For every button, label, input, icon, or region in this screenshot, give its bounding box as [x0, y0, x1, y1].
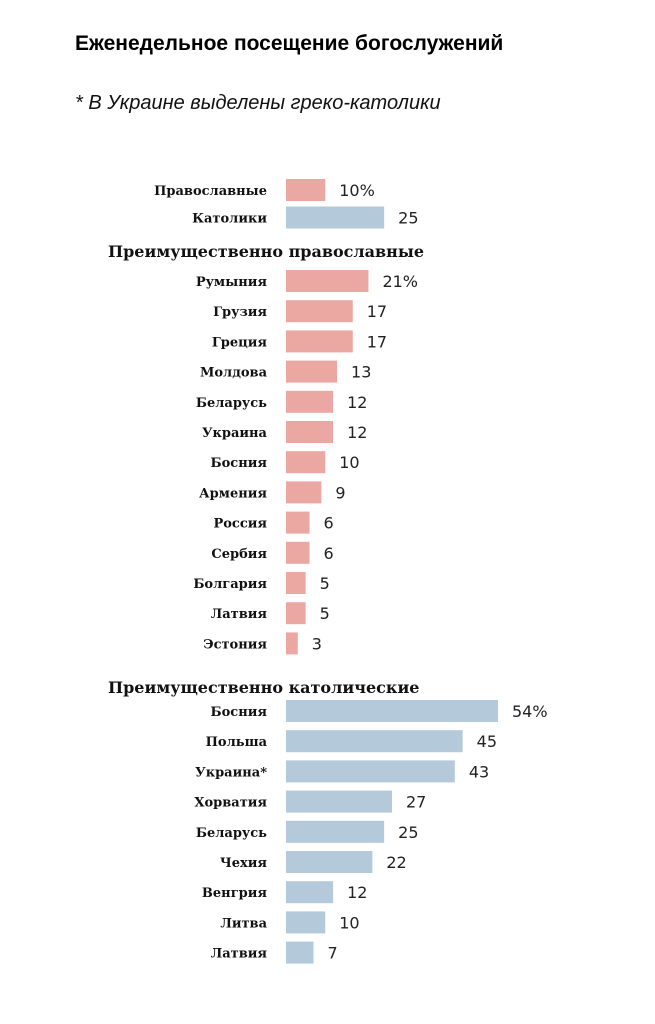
category-label: Армения	[199, 486, 267, 501]
category-label: Венгрия	[202, 886, 267, 901]
category-label: Хорватия	[194, 796, 267, 811]
bar	[286, 820, 385, 843]
category-label: Болгария	[193, 577, 267, 592]
category-label: Польша	[206, 735, 268, 750]
bar	[286, 760, 455, 783]
bar	[286, 300, 353, 323]
value-label: 6	[324, 544, 334, 563]
bar	[286, 511, 310, 534]
category-label: Православные	[154, 184, 267, 199]
value-label: 17	[367, 302, 387, 321]
bar	[286, 632, 298, 655]
value-label: 54%	[512, 702, 548, 721]
value-label: 10	[339, 453, 359, 472]
category-label: Латвия	[211, 947, 268, 962]
category-label: Эстония	[203, 637, 267, 652]
category-label: Россия	[213, 517, 267, 532]
bar	[286, 541, 310, 564]
value-label: 21%	[382, 272, 418, 291]
value-label: 17	[367, 332, 387, 351]
category-label: Беларусь	[196, 826, 267, 841]
group-title: Преимущественно католические	[108, 678, 419, 697]
value-label: 5	[320, 574, 330, 593]
value-label: 45	[477, 732, 497, 751]
category-label: Латвия	[211, 607, 268, 622]
category-label: Босния	[211, 705, 268, 720]
category-label: Украина	[202, 426, 268, 441]
value-label: 12	[347, 883, 367, 902]
category-label: Чехия	[220, 856, 268, 871]
chart-subtitle: * В Украине выделены греко-католики	[75, 92, 441, 114]
bar	[286, 270, 369, 292]
category-label: Румыния	[196, 275, 268, 290]
category-label: Грузия	[213, 305, 267, 320]
value-label: 22	[386, 853, 406, 872]
bar	[286, 481, 322, 504]
value-label: 9	[335, 483, 345, 502]
value-label: 10	[339, 913, 359, 932]
value-label: 3	[312, 634, 322, 653]
value-label: 43	[469, 762, 489, 781]
category-label: Католики	[192, 212, 267, 227]
bar	[286, 451, 326, 474]
bar	[286, 911, 326, 934]
value-label: 12	[347, 423, 367, 442]
bar	[286, 881, 334, 904]
value-label: 6	[324, 514, 334, 533]
category-label: Босния	[211, 456, 268, 471]
category-label: Греция	[212, 335, 268, 350]
value-label: 7	[327, 944, 337, 963]
value-label: 12	[347, 393, 367, 412]
value-label: 25	[398, 823, 418, 842]
value-label: 13	[351, 363, 371, 382]
group-title: Преимущественно православные	[108, 242, 424, 261]
bar	[286, 851, 373, 873]
bar	[286, 390, 334, 413]
value-label: 25	[398, 209, 418, 228]
bar	[286, 941, 314, 964]
bar	[286, 790, 392, 813]
value-label: 10%	[339, 181, 375, 200]
category-label: Сербия	[211, 547, 267, 562]
bar	[286, 730, 463, 753]
category-label: Украина*	[195, 765, 267, 780]
category-label: Литва	[220, 916, 267, 931]
bar	[286, 330, 353, 353]
value-label: 27	[406, 793, 426, 812]
bar	[286, 206, 385, 229]
category-label: Молдова	[200, 366, 268, 381]
bar	[286, 602, 306, 625]
chart-title: Еженедельное посещение богослужений	[75, 32, 504, 55]
value-label: 5	[320, 604, 330, 623]
bar	[286, 572, 306, 594]
bar	[286, 421, 334, 443]
bar	[286, 360, 338, 383]
bar	[286, 179, 326, 201]
bar	[286, 700, 498, 722]
category-label: Беларусь	[196, 396, 267, 411]
